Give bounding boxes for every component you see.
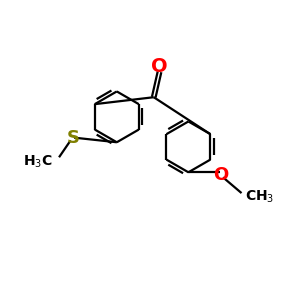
Text: CH$_3$: CH$_3$ <box>244 188 274 205</box>
Text: O: O <box>213 166 228 184</box>
Text: O: O <box>151 57 168 76</box>
Text: H$_3$C: H$_3$C <box>23 153 52 170</box>
Text: S: S <box>66 129 80 147</box>
